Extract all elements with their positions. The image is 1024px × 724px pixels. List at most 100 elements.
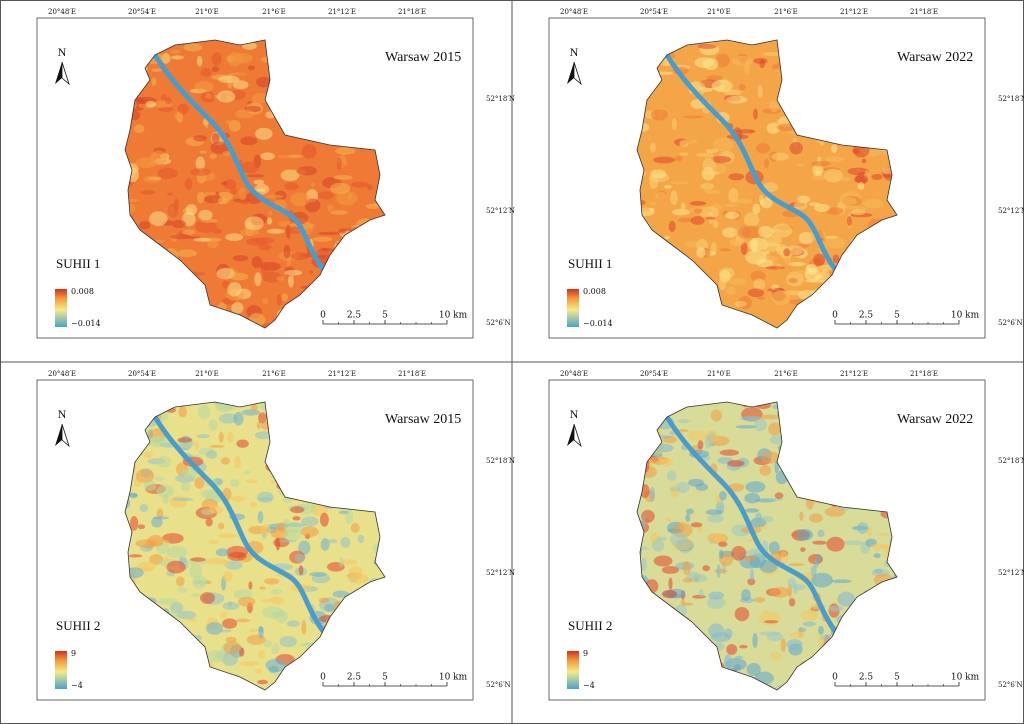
texture-patch <box>839 40 845 47</box>
texture-patch <box>875 331 890 335</box>
texture-patch <box>792 480 810 492</box>
texture-patch <box>757 225 774 238</box>
river <box>152 53 328 274</box>
texture-patch <box>224 402 238 411</box>
texture-patch <box>150 435 172 445</box>
texture-patch <box>657 402 665 406</box>
texture-patch <box>637 429 644 436</box>
texture-patch <box>196 55 203 67</box>
texture-patch <box>839 91 859 100</box>
texture-patch <box>647 638 655 652</box>
texture-patch <box>771 152 790 161</box>
texture-patch <box>728 173 745 181</box>
texture-patch <box>718 541 728 547</box>
texture-patch <box>357 534 365 544</box>
texture-patch <box>333 468 349 482</box>
texture-patch <box>869 284 880 290</box>
texture-patch <box>386 329 393 337</box>
texture-patch <box>125 40 144 43</box>
texture-patch <box>204 681 227 690</box>
texture-patch <box>831 34 852 37</box>
texture-patch <box>864 644 871 651</box>
texture-patch <box>360 87 380 98</box>
texture-patch <box>306 316 320 327</box>
texture-patch <box>887 130 897 139</box>
texture-patch <box>805 424 823 432</box>
texture-patch <box>231 495 245 502</box>
texture-patch <box>788 563 805 567</box>
texture-patch <box>171 219 187 229</box>
texture-patch <box>697 440 704 450</box>
scale-label: 10 km <box>439 311 468 321</box>
texture-patch <box>357 287 375 295</box>
texture-patch <box>125 319 131 328</box>
texture-patch <box>310 182 316 187</box>
texture-patch <box>156 484 175 498</box>
texture-patch <box>218 431 224 444</box>
texture-patch <box>637 607 648 617</box>
scale-label: 0 <box>832 311 838 321</box>
texture-patch <box>640 629 654 634</box>
texture-patch <box>895 522 897 527</box>
texture-patch <box>231 301 244 314</box>
texture-patch <box>324 42 331 48</box>
texture-patch <box>319 512 329 527</box>
scale-label: 5 <box>382 311 388 321</box>
north-arrow <box>55 424 62 446</box>
texture-patch <box>346 274 357 284</box>
texture-patch <box>298 117 316 125</box>
texture-patch <box>255 127 273 140</box>
texture-patch <box>140 295 150 309</box>
lon-label: 20°48′E <box>48 8 76 16</box>
texture-patch <box>208 539 219 545</box>
texture-patch <box>779 686 787 690</box>
texture-patch <box>256 188 266 192</box>
texture-patch <box>716 564 721 579</box>
texture-patch <box>875 423 884 431</box>
legend-min: −4 <box>583 681 595 690</box>
texture-patch <box>296 327 305 328</box>
texture-patch <box>670 484 680 499</box>
texture-patch <box>637 676 640 690</box>
texture-patch <box>674 155 683 162</box>
texture-patch <box>711 315 725 328</box>
texture-patch <box>637 299 647 303</box>
texture-patch <box>277 155 291 159</box>
scale-label: 5 <box>382 673 388 683</box>
texture-patch <box>298 565 304 576</box>
texture-patch <box>871 173 883 180</box>
texture-patch <box>239 228 260 237</box>
texture-patch <box>309 661 326 673</box>
texture-patch <box>217 533 239 539</box>
texture-patch <box>256 421 261 430</box>
texture-patch <box>348 566 363 581</box>
texture-patch <box>844 429 865 443</box>
texture-patch <box>878 413 897 423</box>
texture-patch <box>188 618 197 622</box>
texture-patch <box>116 214 124 226</box>
texture-patch <box>338 302 344 315</box>
texture-patch <box>759 464 772 476</box>
texture-patch <box>152 516 170 520</box>
texture-patch <box>769 651 782 661</box>
texture-patch <box>786 53 807 60</box>
texture-patch <box>696 247 706 258</box>
texture-patch <box>868 55 882 65</box>
texture-patch <box>804 40 821 51</box>
texture-patch <box>157 167 178 180</box>
texture-patch <box>789 141 803 155</box>
texture-patch <box>317 117 336 130</box>
texture-patch <box>734 198 753 204</box>
texture-patch <box>712 220 719 229</box>
texture-patch <box>221 652 239 666</box>
texture-patch <box>291 52 306 67</box>
texture-patch <box>892 560 897 569</box>
texture-patch <box>660 684 673 690</box>
texture-patch <box>806 105 826 117</box>
texture-patch <box>891 581 897 589</box>
texture-patch <box>206 622 223 635</box>
texture-patch <box>861 473 873 485</box>
texture-patch <box>126 654 135 662</box>
texture-patch <box>228 72 248 76</box>
texture-patch <box>125 402 133 412</box>
